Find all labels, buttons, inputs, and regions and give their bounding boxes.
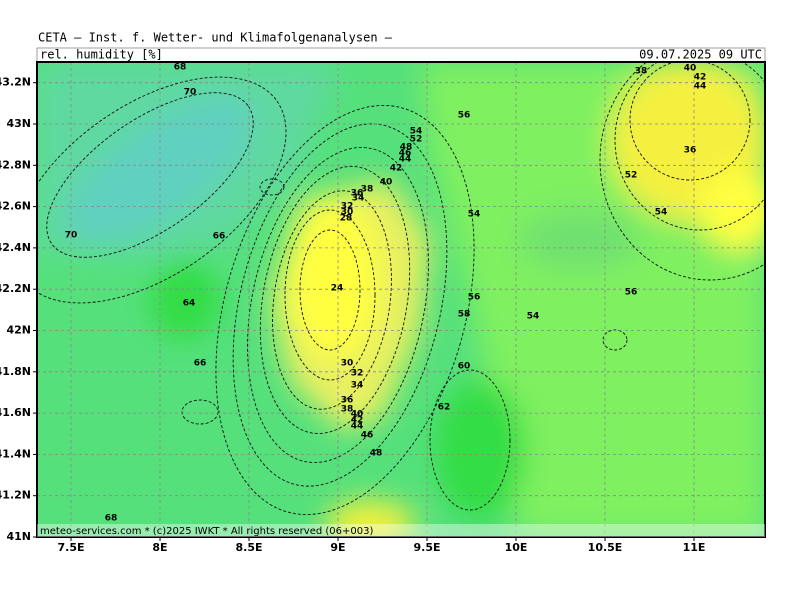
contour-label: 64 [183, 299, 196, 309]
contour-label: 54 [655, 208, 668, 218]
lon-tick-label: 8.5E [235, 541, 262, 554]
contour-label: 40 [351, 410, 364, 420]
lat-tick-label: 41N [6, 530, 31, 543]
field-name: rel. humidity [%] [40, 48, 163, 62]
contour-label: 70 [65, 231, 78, 241]
contour-label: 30 [341, 359, 354, 369]
lat-tick-label: 41.6N [0, 406, 31, 419]
contour-label: 52 [625, 171, 638, 181]
lat-tick-label: 41.8N [0, 365, 31, 378]
contours [37, 62, 765, 516]
contour-label: 56 [625, 288, 638, 298]
contour-label: 24 [331, 284, 344, 294]
footer-band [37, 524, 765, 537]
contour-label: 48 [400, 143, 413, 153]
contour-label: 68 [174, 63, 187, 73]
lon-tick-label: 9E [330, 541, 345, 554]
contour-label: 32 [351, 369, 364, 379]
header-title: CETA — Inst. f. Wetter- und Klimafolgena… [38, 31, 393, 45]
lat-tick-label: 42N [6, 324, 31, 337]
lat-tick-label: 42.4N [0, 241, 31, 254]
contour-label: 44 [351, 422, 364, 432]
contour-label: 42 [694, 73, 707, 83]
contour-label: 56 [458, 111, 471, 121]
contour-label: 42 [390, 164, 403, 174]
contour-label: 30 [341, 208, 354, 218]
contour-label: 56 [468, 293, 481, 303]
contour-label: 60 [458, 362, 471, 372]
axes: 43.2N 43N 42.8N 42.6N 42.4N 42.2N 42N 41.8N 41.6… [0, 76, 705, 554]
contour-label: 58 [458, 310, 471, 320]
contour-label: 68 [105, 514, 118, 524]
lat-tick-label: 42.8N [0, 158, 31, 171]
lon-tick-label: 9.5E [413, 541, 440, 554]
lon-tick-label: 8E [152, 541, 167, 554]
contour-label: 44 [694, 82, 707, 92]
footer: meteo-services.com * (c)2025 IWKT * All … [40, 526, 373, 537]
contour-label: 66 [213, 232, 226, 242]
lat-tick-label: 41.4N [0, 447, 31, 460]
lat-tick-label: 41.2N [0, 489, 31, 502]
lon-tick-label: 10E [505, 541, 528, 554]
contour-label: 48 [370, 449, 383, 459]
grid [37, 62, 765, 537]
contour-label: 54 [527, 312, 540, 322]
contour-label: 46 [399, 149, 412, 159]
contour-label: 40 [380, 178, 393, 188]
contour-label: 34 [351, 381, 364, 391]
contour-label: 38 [341, 405, 354, 415]
contour-label: 62 [438, 403, 451, 413]
contour-label: 52 [410, 135, 423, 145]
lat-tick-label: 43.2N [0, 76, 31, 89]
contour-label: 42 [351, 416, 364, 426]
contour-label: 28 [340, 214, 353, 224]
lon-tick-label: 10.5E [588, 541, 623, 554]
contour-label: 36 [684, 146, 697, 156]
contour-label: 54 [410, 127, 423, 137]
contour-label: 54 [468, 210, 481, 220]
contour-label: 38 [361, 185, 374, 195]
contour-label: 34 [352, 194, 365, 204]
valid-time: 09.07.2025 09 UTC [639, 48, 762, 62]
contour-label: 46 [361, 431, 374, 441]
contour-label: 38 [635, 67, 648, 77]
lon-tick-label: 11E [683, 541, 706, 554]
contour-label: 36 [351, 189, 364, 199]
lat-tick-label: 42.6N [0, 200, 31, 213]
map-frame [36, 61, 766, 538]
contour-label: 40 [684, 64, 697, 74]
contour-label: 44 [399, 155, 412, 165]
contour-label: 32 [341, 202, 354, 212]
lon-tick-label: 7.5E [57, 541, 84, 554]
lat-tick-label: 43N [6, 117, 31, 130]
lat-tick-label: 42.2N [0, 282, 31, 295]
contour-label: 66 [194, 359, 207, 369]
contour-label: 70 [184, 88, 197, 98]
contour-label: 36 [341, 396, 354, 406]
